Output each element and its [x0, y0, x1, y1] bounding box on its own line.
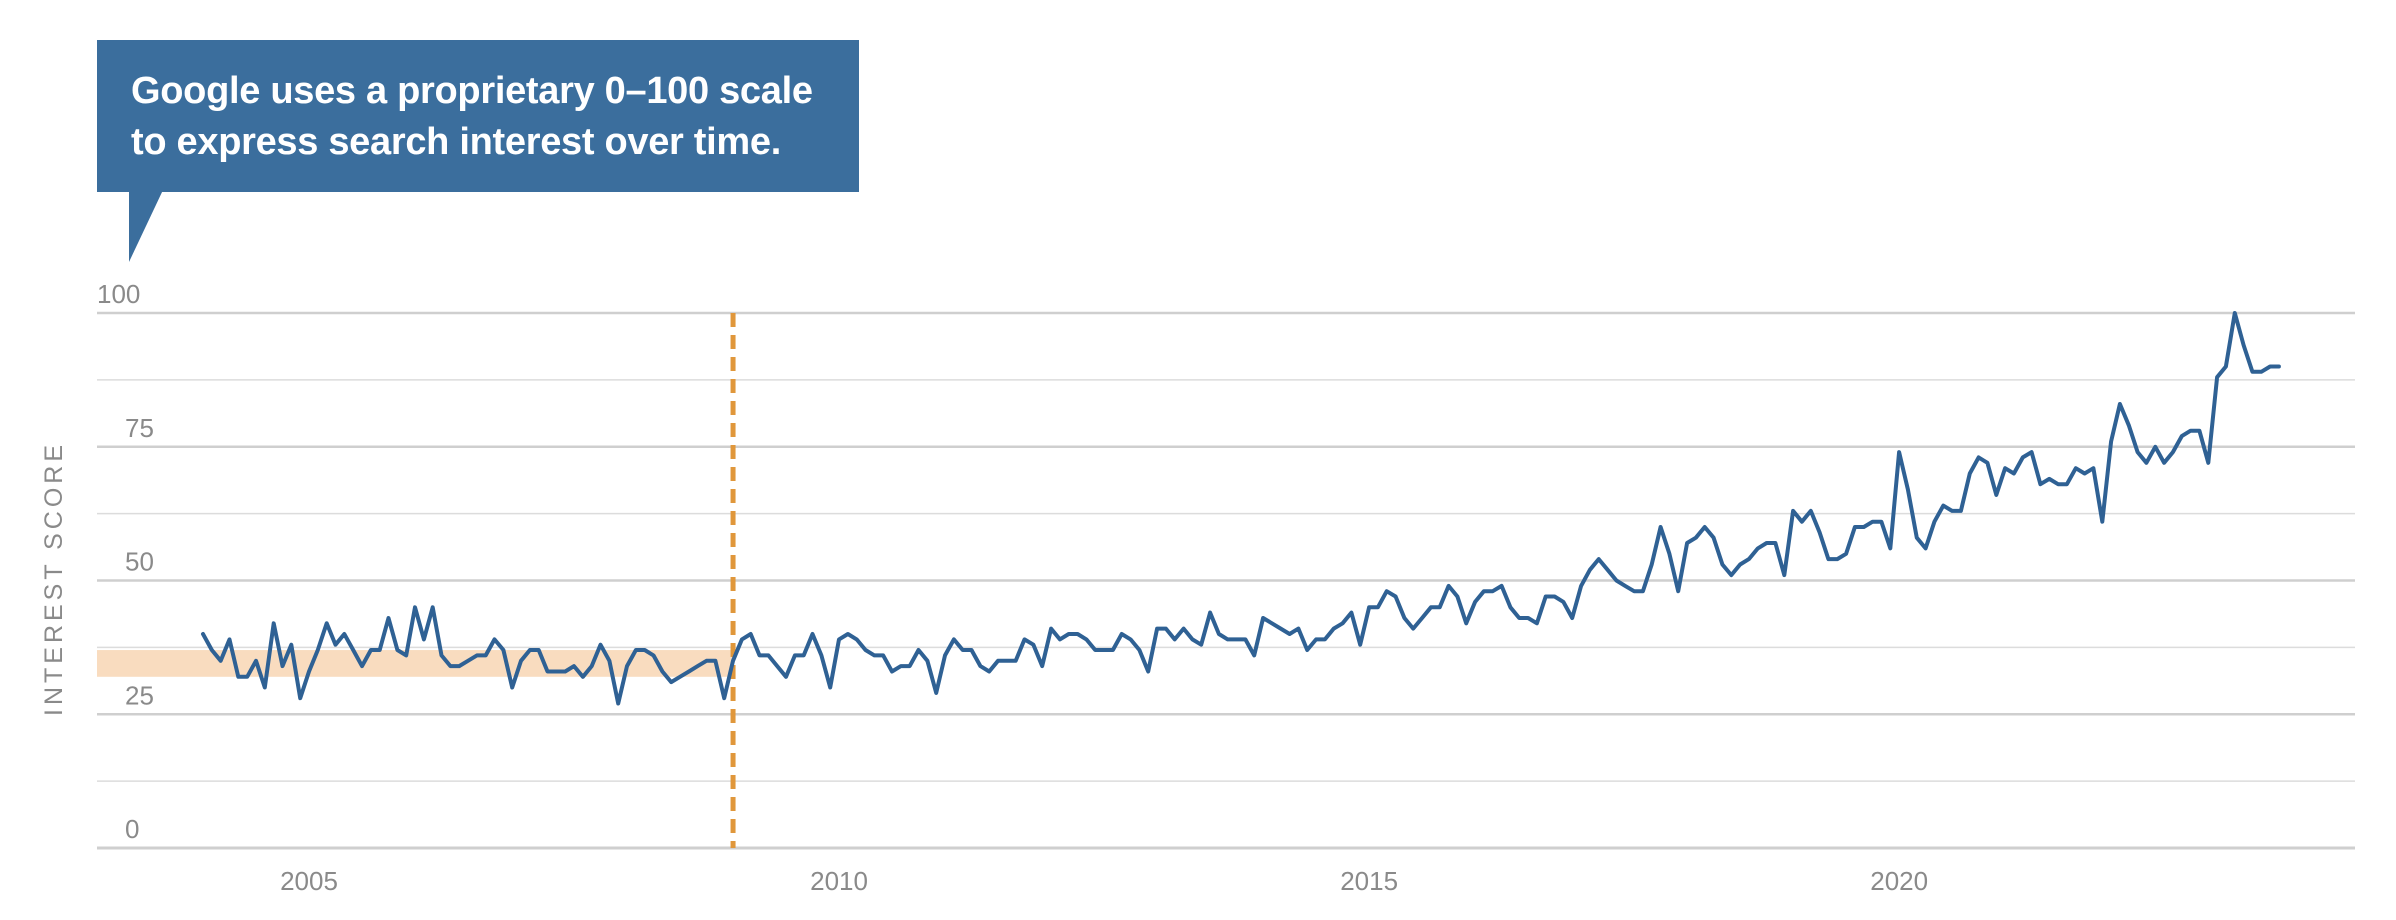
callout-pointer-triangle: [129, 190, 163, 262]
grid-lines: [97, 311, 2355, 850]
y-tick-0: 0: [125, 814, 139, 844]
y-tick-100: 100: [97, 279, 140, 309]
callout-line-2: to express search interest over time.: [131, 121, 781, 163]
series-layer: [201, 311, 2281, 706]
x-tick-2010: 2010: [810, 866, 868, 896]
callout-pointer: [129, 190, 163, 262]
x-tick-2005: 2005: [280, 866, 338, 896]
callout-line-1: Google uses a proprietary 0–100 scale: [131, 70, 813, 112]
callout-box: Google uses a proprietary 0–100 scale to…: [97, 40, 859, 192]
callout-text: Google uses a proprietary 0–100 scale to…: [131, 66, 859, 168]
y-tick-25: 25: [125, 680, 154, 710]
baseline-band: [97, 650, 734, 677]
y-tick-labels: 0 25 50 75 100: [97, 279, 154, 844]
baseline-band-layer: [97, 650, 734, 677]
x-tick-labels: 2005 2010 2015 2020: [280, 866, 1928, 896]
y-axis-label: INTEREST SCORE: [40, 441, 68, 716]
y-tick-50: 50: [125, 547, 154, 577]
y-tick-75: 75: [125, 413, 154, 443]
series-line-0: [201, 311, 2281, 706]
x-tick-2020: 2020: [1870, 866, 1928, 896]
x-tick-2015: 2015: [1340, 866, 1398, 896]
